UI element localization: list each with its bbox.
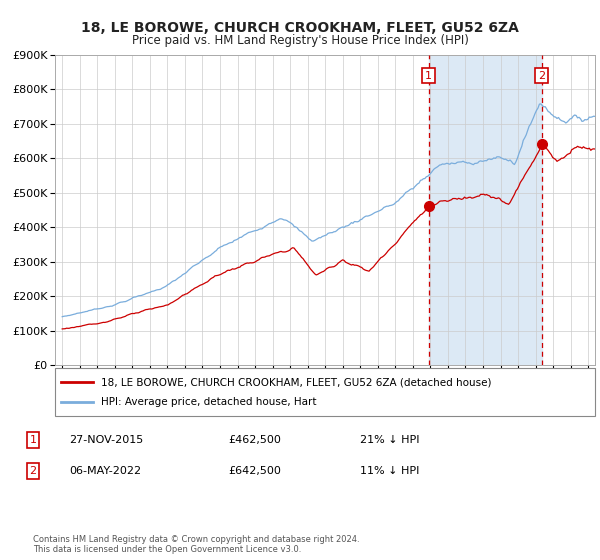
Text: Price paid vs. HM Land Registry's House Price Index (HPI): Price paid vs. HM Land Registry's House … [131,34,469,46]
Bar [428,55,542,365]
Text: 11% ↓ HPI: 11% ↓ HPI [360,466,419,476]
FancyBboxPatch shape [55,368,595,416]
Text: Contains HM Land Registry data © Crown copyright and database right 2024.
This d: Contains HM Land Registry data © Crown c… [33,535,359,554]
Text: 06-MAY-2022: 06-MAY-2022 [69,466,141,476]
Text: £462,500: £462,500 [228,435,281,445]
Text: 1: 1 [425,71,432,81]
Text: 18, LE BOROWE, CHURCH CROOKHAM, FLEET, GU52 6ZA (detached house): 18, LE BOROWE, CHURCH CROOKHAM, FLEET, G… [101,377,491,387]
Text: 27-NOV-2015: 27-NOV-2015 [69,435,143,445]
Text: 18, LE BOROWE, CHURCH CROOKHAM, FLEET, GU52 6ZA: 18, LE BOROWE, CHURCH CROOKHAM, FLEET, G… [81,21,519,35]
Text: 2: 2 [29,466,37,476]
Text: £642,500: £642,500 [228,466,281,476]
Text: 2: 2 [538,71,545,81]
Text: 21% ↓ HPI: 21% ↓ HPI [360,435,419,445]
Text: HPI: Average price, detached house, Hart: HPI: Average price, detached house, Hart [101,397,317,407]
Text: 1: 1 [29,435,37,445]
